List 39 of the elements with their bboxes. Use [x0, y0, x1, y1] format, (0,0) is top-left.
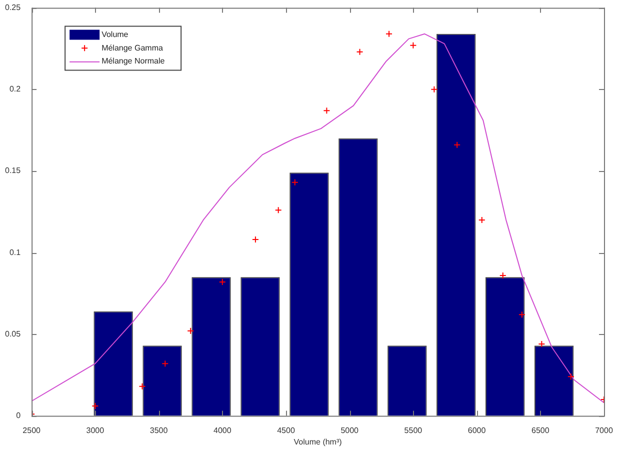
point — [386, 30, 393, 38]
y-tick-label: 0.25 — [4, 3, 22, 12]
x-tick-label: 4500 — [277, 426, 296, 435]
y-tick-label: 0.2 — [9, 84, 22, 94]
point — [323, 107, 330, 114]
point — [92, 402, 99, 410]
x-tick-label: 2500 — [22, 426, 42, 435]
point — [356, 48, 364, 56]
x-tick-label: 7000 — [595, 426, 614, 435]
point — [454, 141, 461, 148]
x-tick-label: 6000 — [468, 426, 486, 435]
x-axis-title: Volume (hm³) — [294, 437, 342, 446]
y-tick-label: 0.1 — [9, 248, 22, 257]
x-tick-label: 5500 — [404, 426, 423, 435]
y-tick-label: 0.15 — [4, 166, 22, 176]
x-tick-label: 6500 — [532, 426, 550, 435]
point — [187, 327, 194, 334]
point — [410, 42, 417, 49]
point — [518, 311, 526, 318]
point — [478, 216, 486, 224]
point — [499, 272, 506, 279]
y-tick-label: 0 — [16, 411, 22, 420]
point — [218, 278, 226, 286]
point — [138, 382, 146, 390]
point — [567, 373, 574, 380]
point — [291, 178, 298, 186]
x-tick-label: 3000 — [86, 426, 105, 435]
point — [162, 360, 169, 368]
point — [538, 340, 546, 348]
x-tick-label: 4000 — [213, 426, 232, 435]
legend-label: Mélange Gamma — [102, 43, 164, 52]
x-tick-label: 3500 — [150, 426, 168, 435]
y-tick-label: 0.05 — [4, 329, 22, 338]
legend-label: Volume — [102, 30, 129, 40]
point — [430, 86, 438, 93]
x-tick-label: 5000 — [340, 426, 360, 435]
legend-label: Mélange Normale — [102, 56, 166, 66]
point — [274, 206, 282, 214]
point — [252, 236, 259, 244]
